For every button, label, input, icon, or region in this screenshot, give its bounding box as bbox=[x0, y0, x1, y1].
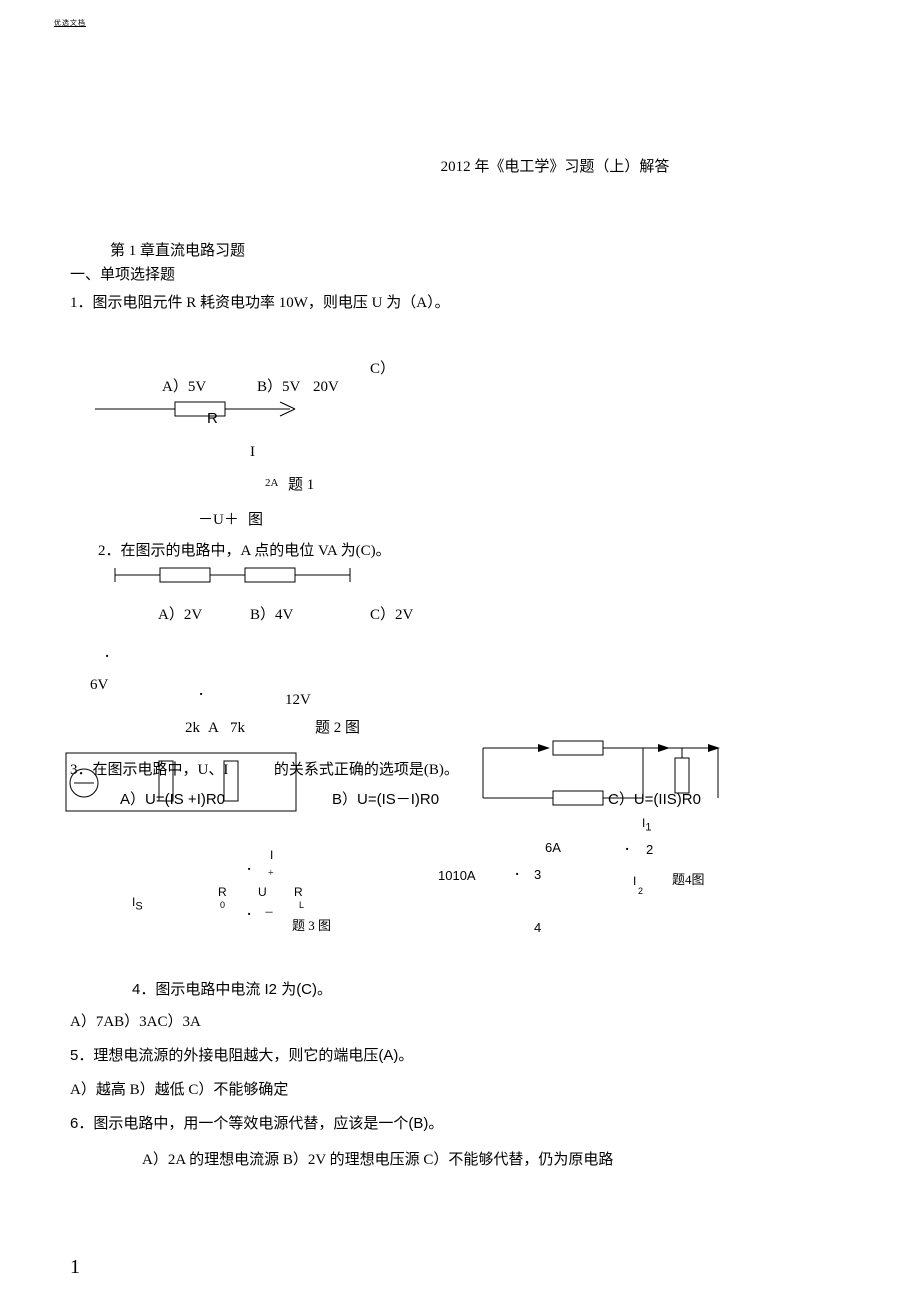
section-label: 一、单项选择题 bbox=[70, 263, 870, 287]
page-content: 2012 年《电工学》习题（上）解答 第 1 章直流电路习题 一、单项选择题 1… bbox=[70, 155, 870, 1172]
q3-optA: A）U=(IS +I)R0 bbox=[120, 788, 225, 812]
q3-dot2: ■ bbox=[248, 911, 250, 917]
q1-fig-label2: 图 bbox=[248, 508, 263, 532]
header-watermark: 优选文档 bbox=[54, 18, 86, 29]
q2-label-7k: 7k bbox=[230, 716, 245, 740]
q3-optB: B）U=(IS－I)R0 bbox=[332, 788, 439, 812]
q1-fig-label: 题 1 bbox=[288, 473, 314, 497]
q1-label-U: －U＋ bbox=[198, 508, 239, 532]
question-6: 6．图示电路中，用一个等效电源代替，应该是一个(B)。 bbox=[70, 1112, 870, 1136]
q3-optB-text: B）U=(IS－I)R0 bbox=[332, 791, 439, 808]
q1-label-2A: 2A bbox=[265, 475, 278, 493]
q3-dot1: ■ bbox=[248, 866, 250, 872]
q1-figure-block: C） A）5V B）5V 20V R I 2A 题 1 －U＋ 图 bbox=[70, 315, 870, 535]
q1-optB: B）5V bbox=[257, 375, 300, 399]
q2-optA: A）2V bbox=[158, 603, 202, 627]
q1-optC-label: C） bbox=[370, 357, 395, 381]
q2-dot2: ■ bbox=[200, 691, 202, 697]
q1-circuit-icon bbox=[90, 397, 310, 427]
q4-options: A）7AB）3AC）3A bbox=[70, 1010, 870, 1034]
q2-dot1: ■ bbox=[106, 653, 108, 659]
question-1: 1．图示电阻元件 R 耗资电功率 10W，则电压 U 为（A）。 bbox=[70, 291, 870, 315]
q3-label-RLsub: L bbox=[299, 898, 304, 912]
q4-I2sub: 2 bbox=[638, 884, 643, 898]
q4-4: 4 bbox=[534, 918, 541, 939]
q2-fig-label: 题 2 图 bbox=[315, 716, 360, 740]
chapter-heading: 第 1 章直流电路习题 bbox=[110, 239, 870, 263]
q4-3: 3 bbox=[534, 865, 541, 886]
q1-label-I: I bbox=[250, 440, 255, 464]
q4-fig-label: 题4图 bbox=[672, 870, 705, 891]
q5-options: A）越高 B）越低 C）不能够确定 bbox=[70, 1078, 870, 1102]
q3-fig-label: 题 3 图 bbox=[292, 916, 331, 937]
q1-label-R: R bbox=[207, 407, 218, 431]
q3-label-U: U bbox=[258, 883, 267, 902]
question-5: 5．理想电流源的外接电阻越大，则它的端电压(A)。 bbox=[70, 1044, 870, 1068]
q4-text: 4．图示电路中电流 I2 为(C)。 bbox=[132, 981, 332, 998]
q2-label-6V: 6V bbox=[90, 673, 108, 697]
q3-label-Is: IS bbox=[132, 893, 143, 916]
q1-optC-val: 20V bbox=[313, 375, 339, 399]
question-2: 2．在图示的电路中，A 点的电位 VA 为(C)。 bbox=[98, 539, 870, 563]
q2-figure-block: A）2V B）4V C）2V ■ 6V ■ 12V 2k A 7k 题 2 图 … bbox=[70, 563, 870, 793]
q4-dot-a: ■ bbox=[626, 846, 628, 852]
q4-I2: I bbox=[633, 872, 636, 891]
q2-optB: B）4V bbox=[250, 603, 293, 627]
q1-optA: A）5V bbox=[162, 375, 206, 399]
q2-label-A: A bbox=[208, 716, 219, 740]
question-4: 4．图示电路中电流 I2 为(C)。 bbox=[132, 978, 870, 1002]
q2-optC: C）2V bbox=[370, 603, 413, 627]
q4-dot-b: ■ bbox=[516, 871, 518, 877]
q3-q4-labels-block: I ■ + IS R 0 U R L ■ － 题 3 图 I1 6A ■ 2 1… bbox=[70, 818, 870, 978]
q3-optA-text: A）U=(IS +I)R0 bbox=[120, 791, 225, 808]
q3-plus: + bbox=[268, 866, 274, 882]
q3-label-R0sub: 0 bbox=[220, 898, 225, 912]
q3-optC-text: C）U=(IIS)R0 bbox=[608, 791, 701, 808]
q2-label-2k: 2k bbox=[185, 716, 200, 740]
q3-minus: － bbox=[264, 906, 274, 922]
q3-label-I: I bbox=[270, 846, 273, 865]
page-number: 1 bbox=[70, 1251, 80, 1283]
q3-optC: C）U=(IIS)R0 bbox=[608, 788, 701, 812]
q4-I1: I1 bbox=[642, 814, 651, 837]
q4-6A: 6A bbox=[545, 838, 561, 859]
q4-2: 2 bbox=[646, 840, 653, 861]
page-title: 2012 年《电工学》习题（上）解答 bbox=[240, 155, 870, 179]
q6-options: A）2A 的理想电流源 B）2V 的理想电压源 C）不能够代替，仍为原电路 bbox=[142, 1148, 870, 1172]
q4-1010A: 1010A bbox=[438, 866, 476, 887]
q2-label-12V: 12V bbox=[285, 688, 311, 712]
